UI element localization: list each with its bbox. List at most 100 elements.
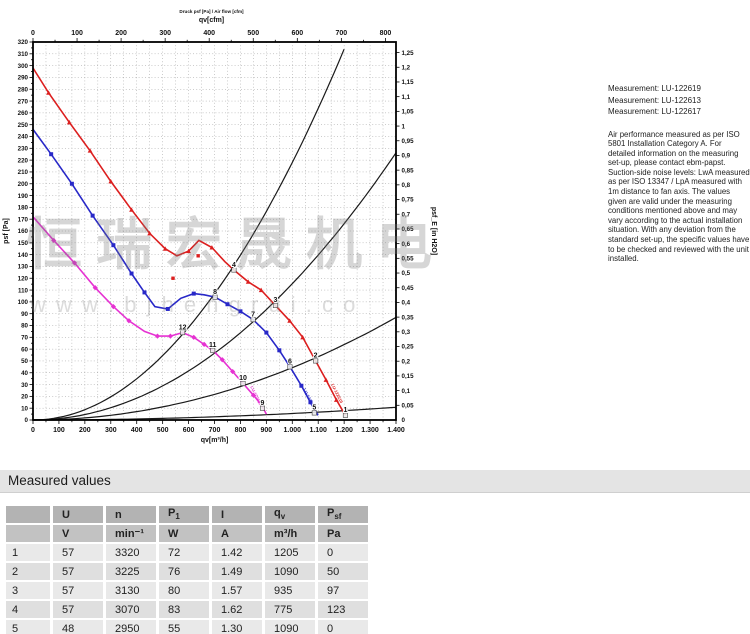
table-cell: 0 <box>318 544 368 561</box>
svg-text:50: 50 <box>21 358 28 365</box>
svg-text:0: 0 <box>31 30 35 37</box>
svg-text:0: 0 <box>31 427 35 434</box>
svg-text:0,85: 0,85 <box>402 167 415 174</box>
svg-text:qv[cfm]: qv[cfm] <box>199 17 224 24</box>
table-row: 3 57 3130 80 1.57 935 97 <box>6 582 368 599</box>
table-cell: 55 <box>159 620 209 634</box>
svg-text:12: 12 <box>179 324 187 331</box>
table-cell: m³/h <box>265 525 315 542</box>
svg-text:0,95: 0,95 <box>402 138 415 145</box>
svg-text:60: 60 <box>21 346 28 353</box>
svg-text:160: 160 <box>18 228 29 235</box>
table-cell: A <box>212 525 262 542</box>
svg-text:250: 250 <box>18 122 29 129</box>
svg-text:300: 300 <box>105 427 117 434</box>
svg-text:1.000: 1.000 <box>284 427 302 434</box>
table-cell: 2 <box>6 563 50 580</box>
table-cell: 97 <box>318 582 368 599</box>
svg-text:0: 0 <box>25 417 29 424</box>
table-cell: 3130 <box>106 582 156 599</box>
svg-text:400: 400 <box>203 30 215 37</box>
table-cell: 1.42 <box>212 544 262 561</box>
svg-text:300: 300 <box>159 30 171 37</box>
measured-values-header-bar: Measured values <box>0 470 750 493</box>
table-cell: 1205 <box>265 544 315 561</box>
table-cell: 76 <box>159 563 209 580</box>
svg-text:500: 500 <box>247 30 259 37</box>
svg-text:800: 800 <box>380 30 392 37</box>
svg-text:9: 9 <box>261 400 265 407</box>
table-cell: 0 <box>318 620 368 634</box>
table-cell: W <box>159 525 209 542</box>
table-cell: qv <box>265 506 315 523</box>
svg-text:1,05: 1,05 <box>402 109 415 116</box>
svg-text:120: 120 <box>18 275 29 282</box>
table-cell: 1090 <box>265 620 315 634</box>
curve-line <box>32 128 319 416</box>
table-cell: P1 <box>159 506 209 523</box>
performance-chart: LU-122619 LU-122613 LU-122617 1 2 3 4 5 6 7 8 9 10 11… <box>0 0 440 465</box>
measurement-note: Air performance measured as per ISO 5801… <box>608 129 750 264</box>
svg-text:1,2: 1,2 <box>402 64 411 71</box>
table-cell: 57 <box>53 582 103 599</box>
svg-text:230: 230 <box>18 146 29 153</box>
svg-text:700: 700 <box>209 427 221 434</box>
table-cell: I <box>212 506 262 523</box>
svg-text:100: 100 <box>18 299 29 306</box>
table-cell: 48 <box>53 620 103 634</box>
table-cell: 4 <box>6 601 50 618</box>
curve-line <box>32 67 347 416</box>
table-cell: 1.30 <box>212 620 262 634</box>
table-cell <box>6 506 50 523</box>
table-cell: 3225 <box>106 563 156 580</box>
svg-text:100: 100 <box>71 30 83 37</box>
svg-text:0,2: 0,2 <box>402 358 411 365</box>
svg-text:600: 600 <box>291 30 303 37</box>
svg-text:0,1: 0,1 <box>402 388 411 395</box>
table-cell: 3 <box>6 582 50 599</box>
svg-text:320: 320 <box>18 39 29 46</box>
svg-text:8: 8 <box>213 289 217 296</box>
svg-text:1: 1 <box>343 407 347 414</box>
svg-text:0,75: 0,75 <box>402 197 415 204</box>
svg-text:10: 10 <box>21 405 28 412</box>
table-cell: 3070 <box>106 601 156 618</box>
svg-text:6: 6 <box>288 359 292 366</box>
table-cell <box>6 525 50 542</box>
table-cell: 1.49 <box>212 563 262 580</box>
table-cell: 80 <box>159 582 209 599</box>
svg-text:0,35: 0,35 <box>402 314 415 321</box>
svg-text:300: 300 <box>18 63 29 70</box>
svg-text:190: 190 <box>18 193 29 200</box>
table-cell: 72 <box>159 544 209 561</box>
svg-text:psf_E [in H2O]: psf_E [in H2O] <box>430 207 437 255</box>
table-cell: 3320 <box>106 544 156 561</box>
table-cell: 5 <box>6 620 50 634</box>
svg-text:0,4: 0,4 <box>402 300 411 307</box>
svg-text:90: 90 <box>21 311 28 318</box>
table-cell: Psf <box>318 506 368 523</box>
svg-text:150: 150 <box>18 240 29 247</box>
svg-text:0,7: 0,7 <box>402 211 411 218</box>
table-row: 4 57 3070 83 1.62 775 123 <box>6 601 368 618</box>
table-cell: n <box>106 506 156 523</box>
measurement-id-2: Measurement: LU-122613 <box>608 95 701 105</box>
svg-text:500: 500 <box>157 427 169 434</box>
table-cell: V <box>53 525 103 542</box>
svg-text:2: 2 <box>314 353 318 360</box>
table-cell: 2950 <box>106 620 156 634</box>
svg-text:200: 200 <box>18 181 29 188</box>
svg-text:1,25: 1,25 <box>402 50 415 57</box>
chart-header: Druck psf [Pa] / Air flow [cfm] <box>179 9 244 14</box>
top-axis: 0 100 200 300 400 500 600 700 800 qv[cfm] Druck ps… <box>31 9 391 42</box>
svg-text:20: 20 <box>21 394 28 401</box>
table-cell: min⁻¹ <box>106 525 156 542</box>
svg-text:280: 280 <box>18 86 29 93</box>
svg-text:1.300: 1.300 <box>361 427 379 434</box>
table-cell: 1.57 <box>212 582 262 599</box>
table-cell: 57 <box>53 544 103 561</box>
svg-text:1,15: 1,15 <box>402 79 415 86</box>
